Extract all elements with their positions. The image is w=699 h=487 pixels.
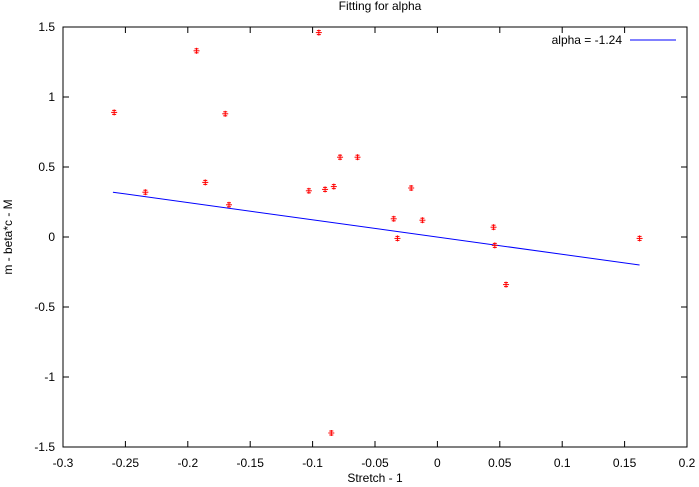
data-point <box>305 187 312 194</box>
y-tick-label: 1 <box>48 90 55 104</box>
data-point <box>193 47 200 54</box>
data-point <box>202 179 209 186</box>
legend: alpha = -1.24 <box>552 33 676 47</box>
data-point <box>408 185 415 191</box>
x-axis-label: Stretch - 1 <box>347 471 403 485</box>
data-point <box>636 235 643 242</box>
y-tick-label: 0.5 <box>38 160 55 174</box>
data-point <box>390 215 397 222</box>
legend-label: alpha = -1.24 <box>552 33 623 47</box>
fit-line-group <box>112 191 640 266</box>
y-axis-label: m - beta*c - M <box>1 199 15 274</box>
x-tick-label: -0.2 <box>177 456 198 470</box>
x-tick-label: 0 <box>434 456 441 470</box>
x-tick-label: 0.2 <box>679 456 696 470</box>
x-tick-label: -0.3 <box>53 456 74 470</box>
data-point <box>322 186 329 193</box>
fit-line <box>112 191 640 266</box>
x-tick-label: -0.25 <box>112 456 140 470</box>
x-tick-label: 0.05 <box>488 456 512 470</box>
data-point <box>394 235 401 242</box>
y-tick-label: -1.5 <box>34 440 55 454</box>
axis-ticks: -0.3 -0.25 -0.2 -0.15 -0.1 -0.05 0 0.05 0.1 0.15 0… <box>34 20 695 470</box>
y-tick-label: 1.5 <box>38 20 55 34</box>
y-tick-label: -0.5 <box>34 300 55 314</box>
x-tick-label: 0.1 <box>554 456 571 470</box>
data-point <box>222 110 229 117</box>
y-tick-label: -1 <box>44 370 55 384</box>
data-point <box>328 430 335 436</box>
data-point <box>225 201 232 208</box>
data-point <box>337 154 344 161</box>
data-point <box>354 154 361 161</box>
data-point <box>142 189 149 196</box>
data-points <box>111 29 643 436</box>
x-tick-label: -0.05 <box>361 456 389 470</box>
data-point <box>419 217 426 224</box>
data-point <box>503 281 510 288</box>
plot-frame <box>62 26 688 448</box>
data-point <box>315 29 322 36</box>
data-point <box>491 242 498 249</box>
data-point <box>111 109 118 116</box>
x-tick-label: -0.1 <box>302 456 323 470</box>
x-tick-label: 0.15 <box>613 456 637 470</box>
chart-title: Fitting for alpha <box>339 0 422 13</box>
data-point <box>490 224 497 231</box>
y-tick-label: 0 <box>48 230 55 244</box>
data-point <box>330 183 337 190</box>
x-tick-label: -0.15 <box>237 456 265 470</box>
